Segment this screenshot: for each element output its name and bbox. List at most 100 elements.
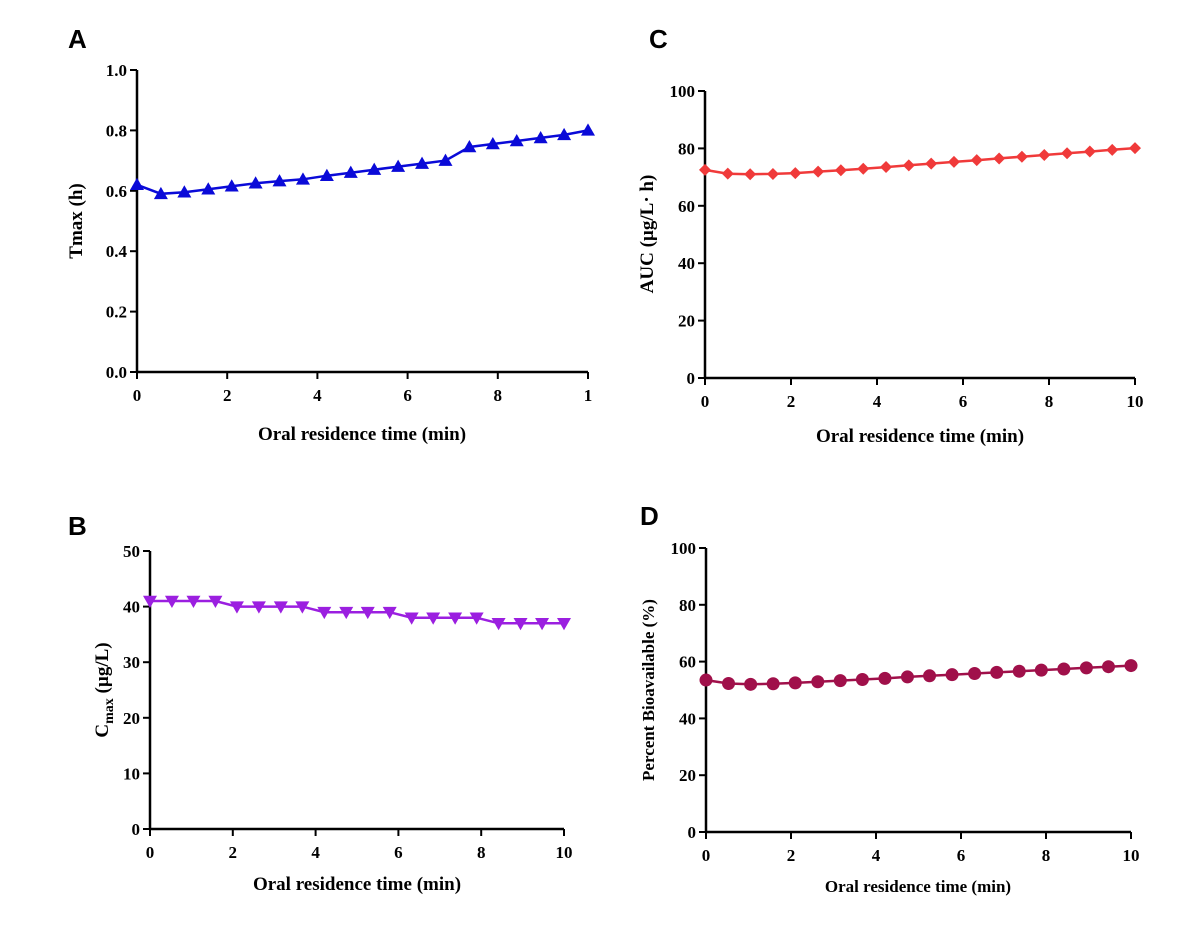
- data-point-c: [1083, 145, 1096, 158]
- x-tick-label-b: 10: [556, 843, 573, 862]
- data-point-b: [251, 601, 266, 614]
- data-point-b: [404, 612, 419, 625]
- data-point-d: [744, 677, 758, 691]
- data-point-c: [925, 157, 938, 170]
- y-tick-label-b: 40: [123, 598, 140, 617]
- data-point-d: [1057, 662, 1071, 676]
- y-axis-title-c-main: AUC (µg/L· h): [637, 175, 658, 294]
- data-point-a: [177, 185, 192, 198]
- y-tick-label-d: 80: [679, 596, 696, 615]
- panel-letter-c: C: [649, 24, 668, 54]
- data-point-a: [415, 156, 430, 169]
- data-point-b: [317, 606, 332, 620]
- data-point-c: [970, 154, 983, 167]
- data-point-d: [833, 674, 847, 688]
- data-point-b: [339, 606, 354, 620]
- x-tick-label-b: 0: [146, 843, 155, 862]
- x-axis-d: 0 2 4 6 8 10 Oral residence time (min): [702, 830, 1140, 896]
- x-tick-label-b: 4: [311, 843, 320, 862]
- data-point-d: [699, 673, 713, 687]
- data-point-d: [1079, 661, 1093, 675]
- y-tick-label-a: 0.2: [106, 303, 127, 322]
- y-tick-label-b: 0: [132, 820, 141, 839]
- data-point-d: [945, 668, 959, 682]
- data-point-c: [721, 167, 734, 180]
- y-axis-title-b-sub: max: [102, 698, 117, 724]
- x-ticks-c: 0 2 4 6 8 10: [701, 378, 1144, 411]
- data-point-d: [811, 675, 825, 689]
- x-axis-title-a: Oral residence time (min): [258, 424, 466, 445]
- data-point-c: [857, 162, 870, 175]
- y-tick-label-a: 0.6: [106, 182, 127, 201]
- x-axis-a: 0 2 4 6 8 1 Oral residence time (min): [133, 370, 593, 445]
- data-point-b: [382, 606, 397, 620]
- y-axis-d: 0 20 40 60 80 100 Percent Bioavailable (%): [639, 539, 708, 842]
- data-point-c: [902, 159, 915, 172]
- y-tick-label-b: 20: [123, 709, 140, 728]
- x-tick-label-d: 2: [787, 846, 796, 865]
- data-point-a: [438, 153, 453, 166]
- x-tick-label-a: 2: [223, 386, 232, 405]
- y-tick-label-c: 40: [678, 254, 695, 273]
- data-point-c: [1038, 149, 1051, 162]
- data-point-d: [766, 677, 780, 691]
- data-point-b: [295, 601, 310, 614]
- data-point-a: [153, 186, 168, 200]
- data-point-b: [535, 618, 550, 631]
- x-tick-label-a: 1: [584, 386, 593, 405]
- y-ticks-b: 0 10 20 30 40 50: [123, 542, 150, 839]
- x-tick-label-a: 8: [494, 386, 503, 405]
- data-point-c: [947, 155, 960, 168]
- y-axis-title-d-main: Percent Bioavailable (%): [639, 599, 658, 781]
- data-point-d: [1101, 660, 1115, 674]
- y-tick-label-a: 1.0: [106, 61, 127, 80]
- chart-panel-b: B 0 2 4 6 8 10 Oral residence time (min) 0 10 2…: [68, 511, 573, 895]
- data-point-b: [513, 618, 528, 631]
- y-tick-label-c: 20: [678, 312, 695, 331]
- data-point-c: [1129, 142, 1141, 155]
- data-point-b: [360, 606, 375, 620]
- y-tick-label-b: 50: [123, 542, 140, 561]
- data-point-c: [880, 161, 893, 174]
- x-tick-label-d: 8: [1042, 846, 1051, 865]
- y-tick-label-d: 20: [679, 766, 696, 785]
- x-ticks-b: 0 2 4 6 8 10: [146, 829, 573, 862]
- data-point-a: [130, 177, 144, 191]
- data-point-c: [699, 163, 711, 176]
- data-point-b: [143, 595, 157, 609]
- x-axis-b: 0 2 4 6 8 10 Oral residence time (min): [146, 827, 573, 895]
- data-point-a: [367, 162, 382, 175]
- y-axis-a: 0.0 0.2 0.4 0.6 0.8 1.0 Tmax (h): [66, 61, 139, 382]
- data-point-a: [581, 123, 595, 136]
- data-point-c: [1061, 147, 1074, 160]
- x-tick-label-c: 2: [787, 392, 796, 411]
- x-tick-label-c: 0: [701, 392, 710, 411]
- data-point-c: [1015, 150, 1028, 163]
- x-tick-label-d: 6: [957, 846, 966, 865]
- x-axis-title-d: Oral residence time (min): [825, 877, 1011, 896]
- data-point-a: [485, 136, 500, 150]
- y-axis-title-b-suffix: (µg/L): [92, 642, 113, 698]
- data-point-a: [201, 182, 216, 195]
- x-tick-label-b: 2: [229, 843, 238, 862]
- panel-letter-a: A: [68, 24, 87, 54]
- data-point-a: [295, 172, 310, 185]
- y-tick-label-b: 30: [123, 653, 140, 672]
- data-point-c: [1106, 143, 1119, 156]
- data-point-d: [855, 672, 869, 686]
- x-ticks-d: 0 2 4 6 8 10: [702, 832, 1140, 865]
- data-point-d: [878, 671, 892, 685]
- data-point-d: [722, 676, 736, 690]
- y-tick-label-d: 40: [679, 709, 696, 728]
- y-tick-label-a: 0.4: [106, 242, 128, 261]
- y-tick-label-c: 100: [670, 82, 696, 101]
- x-tick-label-c: 6: [959, 392, 968, 411]
- y-axis-b: 0 10 20 30 40 50 Cmax (µg/L): [92, 542, 152, 839]
- series-a: [130, 123, 595, 200]
- x-tick-label-a: 6: [403, 386, 412, 405]
- y-axis-c: 0 20 40 60 80 100 AUC (µg/L· h): [637, 82, 707, 388]
- y-axis-title-a: Tmax (h): [66, 183, 87, 258]
- y-axis-title-b-main: C: [92, 724, 113, 738]
- x-axis-title-b: Oral residence time (min): [253, 874, 461, 895]
- data-point-b: [208, 595, 223, 609]
